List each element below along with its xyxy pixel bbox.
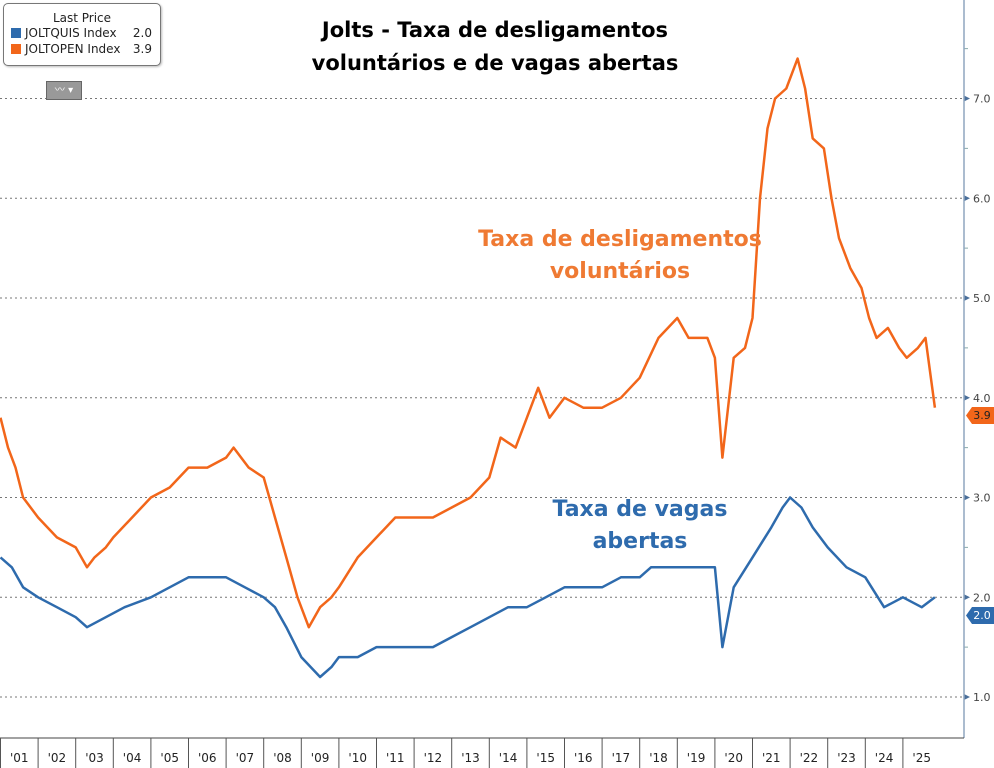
xtick-label: '19 <box>687 751 706 765</box>
xtick-label: '16 <box>574 751 593 765</box>
xtick-label: '08 <box>273 751 292 765</box>
legend-header: Last Price <box>52 11 112 25</box>
chart-title: Jolts - Taxa de desligamentos voluntários… <box>290 14 700 80</box>
legend-label: JOLTOPEN Index <box>25 42 121 56</box>
xtick-label: '10 <box>348 751 367 765</box>
legend-value: 2.0 <box>132 26 152 40</box>
xtick-label: '03 <box>85 751 104 765</box>
ytick-label: 7.0 <box>973 93 991 106</box>
ytick-marker <box>964 694 970 700</box>
xtick-label: '04 <box>123 751 142 765</box>
xtick-label: '07 <box>236 751 255 765</box>
legend-value: 3.9 <box>132 42 152 56</box>
title-line: voluntários e de vagas abertas <box>311 51 679 75</box>
legend-item-joltopen: JOLTOPEN Index 3.9 <box>11 41 160 57</box>
xtick-label: '17 <box>612 751 631 765</box>
xtick-label: '20 <box>724 751 743 765</box>
last-value-tag-orange: 3.9 <box>966 407 994 424</box>
xtick-label: '13 <box>461 751 480 765</box>
xtick-label: '24 <box>875 751 894 765</box>
xtick-label: '14 <box>499 751 518 765</box>
xtick-label: '18 <box>649 751 668 765</box>
ytick-label: 6.0 <box>973 192 991 205</box>
series-line-joltquis <box>0 496 936 679</box>
xtick-label: '02 <box>48 751 67 765</box>
xtick-label: '09 <box>311 751 330 765</box>
ytick-marker <box>964 195 970 202</box>
annotation-blue: Taxa de vagas abertas <box>530 494 750 558</box>
chart-type-dropdown[interactable]: 〰 ▾ <box>46 81 82 100</box>
series-line-joltopen <box>0 57 937 629</box>
last-value-tag-blue: 2.0 <box>966 607 994 624</box>
ytick-marker <box>964 494 970 501</box>
xtick-label: '23 <box>837 751 856 765</box>
ytick-marker <box>964 95 970 102</box>
xtick-label: '11 <box>386 751 405 765</box>
xtick-label: '25 <box>912 751 931 765</box>
xtick-label: '01 <box>10 751 29 765</box>
legend-item-joltquis: JOLTQUIS Index 2.0 <box>11 25 160 41</box>
annotation-line: abertas <box>592 529 688 554</box>
ytick-label: 4.0 <box>973 392 991 405</box>
ytick-marker <box>964 394 970 401</box>
ytick-label: 2.0 <box>973 591 991 604</box>
ytick-label: 3.0 <box>973 492 991 505</box>
chevron-down-icon: ▾ <box>68 85 74 96</box>
ytick-label: 5.0 <box>973 292 991 305</box>
annotation-orange: Taxa de desligamentos voluntários <box>460 224 780 288</box>
title-line: Jolts - Taxa de desligamentos <box>321 18 669 42</box>
xtick-label: '06 <box>198 751 217 765</box>
legend-label: JOLTQUIS Index <box>25 26 117 40</box>
ytick-label: 1.0 <box>973 691 991 704</box>
legend-swatch <box>11 28 21 38</box>
annotation-line: voluntários <box>549 259 691 284</box>
legend: Last Price JOLTQUIS Index 2.0 JOLTOPEN In… <box>3 3 161 66</box>
legend-swatch <box>11 44 21 54</box>
ytick-marker <box>964 594 970 601</box>
annotation-line: Taxa de vagas <box>552 497 728 522</box>
xtick-label: '05 <box>160 751 179 765</box>
xtick-label: '12 <box>424 751 443 765</box>
xtick-label: '22 <box>800 751 819 765</box>
xtick-label: '15 <box>536 751 555 765</box>
line-chart-icon: 〰 <box>54 85 65 96</box>
ytick-marker <box>964 295 970 301</box>
annotation-line: Taxa de desligamentos <box>478 227 762 252</box>
xtick-label: '21 <box>762 751 781 765</box>
